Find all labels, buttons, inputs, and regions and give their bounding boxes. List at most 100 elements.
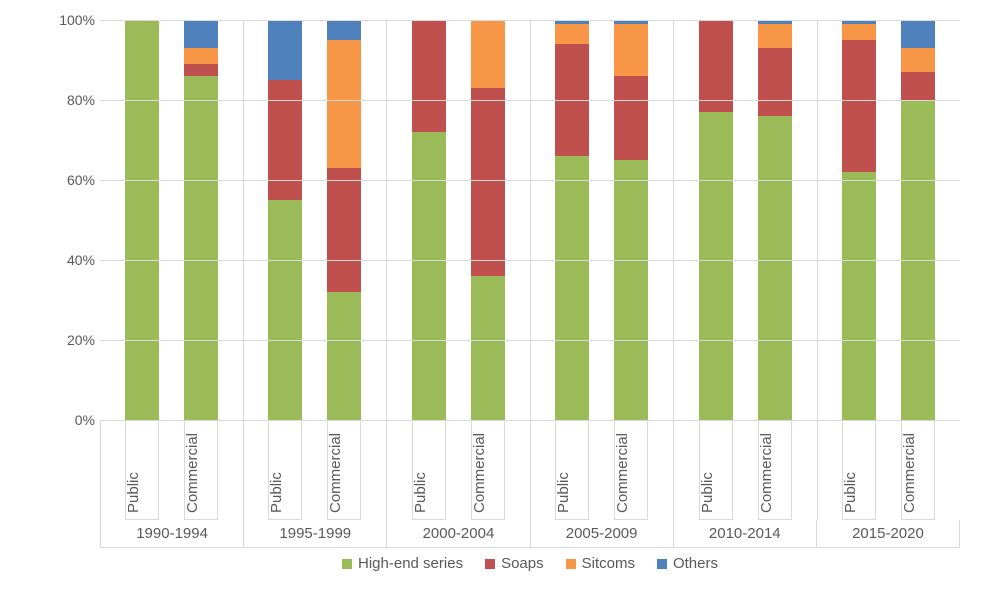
y-tick-label: 40% bbox=[55, 252, 95, 268]
period-label: 2005-2009 bbox=[531, 520, 674, 548]
bar-segment-high_end bbox=[471, 276, 505, 420]
sub-label-slot: Public bbox=[268, 420, 302, 520]
bar-segment-sitcoms bbox=[327, 40, 361, 168]
bar bbox=[842, 20, 876, 420]
sub-label-slot: Commercial bbox=[184, 420, 218, 520]
legend-label: Soaps bbox=[501, 555, 544, 572]
period-label: 1995-1999 bbox=[244, 520, 387, 548]
gridline bbox=[100, 260, 960, 261]
legend-label: Others bbox=[673, 555, 718, 572]
period-axis: 1990-19941995-19992000-20042005-20092010… bbox=[100, 520, 960, 548]
sub-label-slot: Public bbox=[125, 420, 159, 520]
legend-swatch bbox=[657, 559, 667, 569]
bar bbox=[555, 20, 589, 420]
legend-swatch bbox=[342, 559, 352, 569]
legend-item: Soaps bbox=[485, 555, 544, 572]
sub-label-slot: Commercial bbox=[758, 420, 792, 520]
y-tick-label: 0% bbox=[55, 412, 95, 428]
period-label: 1990-1994 bbox=[100, 520, 244, 548]
sub-label-slot: Commercial bbox=[327, 420, 361, 520]
bar bbox=[184, 20, 218, 420]
sub-axis-group: Public Commercial bbox=[244, 420, 388, 520]
bar bbox=[125, 20, 159, 420]
bar-segment-sitcoms bbox=[901, 48, 935, 72]
bar-segment-high_end bbox=[268, 200, 302, 420]
sub-category-label: Public bbox=[555, 472, 572, 513]
sub-label-slot: Commercial bbox=[901, 420, 935, 520]
sub-category-label: Commercial bbox=[758, 433, 775, 513]
bar-segment-high_end bbox=[614, 160, 648, 420]
sub-label-slot: Public bbox=[842, 420, 876, 520]
bar-segment-soaps bbox=[184, 64, 218, 76]
legend-label: Sitcoms bbox=[582, 555, 635, 572]
bar-group bbox=[818, 20, 961, 420]
sub-category-label: Public bbox=[268, 472, 285, 513]
sub-label-slot: Commercial bbox=[471, 420, 505, 520]
legend-item: High-end series bbox=[342, 555, 463, 572]
gridline bbox=[100, 340, 960, 341]
bar-group bbox=[100, 20, 244, 420]
bar-segment-high_end bbox=[184, 76, 218, 420]
bar-group bbox=[244, 20, 388, 420]
sub-label-slot: Public bbox=[699, 420, 733, 520]
bar-segment-soaps bbox=[412, 20, 446, 132]
sub-category-axis: Public Commercial Public Commercial Public Co… bbox=[100, 420, 960, 520]
bar bbox=[268, 20, 302, 420]
period-label: 2015-2020 bbox=[817, 520, 960, 548]
sub-axis-group: Public Commercial bbox=[531, 420, 675, 520]
bar bbox=[412, 20, 446, 420]
bar-segment-soaps bbox=[842, 40, 876, 172]
sub-axis-group: Public Commercial bbox=[674, 420, 818, 520]
bar-segment-high_end bbox=[412, 132, 446, 420]
bar bbox=[699, 20, 733, 420]
sub-axis-group: Public Commercial bbox=[387, 420, 531, 520]
bar-segment-sitcoms bbox=[471, 20, 505, 88]
bar-segment-sitcoms bbox=[184, 48, 218, 64]
bar-segment-high_end bbox=[699, 112, 733, 420]
bar-segment-soaps bbox=[699, 20, 733, 112]
sub-label-slot: Commercial bbox=[614, 420, 648, 520]
plot-area: 0%20%40%60%80%100% bbox=[100, 20, 960, 421]
sub-category-label: Commercial bbox=[901, 433, 918, 513]
sub-category-label: Commercial bbox=[614, 433, 631, 513]
bar-segment-others bbox=[327, 20, 361, 40]
y-tick-label: 20% bbox=[55, 332, 95, 348]
bar-segment-soaps bbox=[268, 80, 302, 200]
period-label: 2010-2014 bbox=[674, 520, 817, 548]
bar-segment-soaps bbox=[614, 76, 648, 160]
sub-label-slot: Public bbox=[412, 420, 446, 520]
bar bbox=[901, 20, 935, 420]
bar-group bbox=[387, 20, 531, 420]
y-tick-label: 100% bbox=[55, 12, 95, 28]
legend: High-end series Soaps Sitcoms Others bbox=[100, 555, 960, 572]
bar-segment-high_end bbox=[327, 292, 361, 420]
legend-label: High-end series bbox=[358, 555, 463, 572]
sub-axis-group: Public Commercial bbox=[818, 420, 961, 520]
bar bbox=[471, 20, 505, 420]
sub-category-label: Public bbox=[699, 472, 716, 513]
bar bbox=[758, 20, 792, 420]
gridline bbox=[100, 180, 960, 181]
bar-segment-sitcoms bbox=[614, 24, 648, 76]
bar-segment-others bbox=[268, 20, 302, 80]
legend-swatch bbox=[485, 559, 495, 569]
bar-segment-high_end bbox=[555, 156, 589, 420]
bar-group bbox=[674, 20, 818, 420]
legend-item: Sitcoms bbox=[566, 555, 635, 572]
sub-category-label: Commercial bbox=[471, 433, 488, 513]
bar-segment-soaps bbox=[758, 48, 792, 116]
bar bbox=[327, 20, 361, 420]
sub-category-label: Public bbox=[125, 472, 142, 513]
bar-segment-sitcoms bbox=[555, 24, 589, 44]
stacked-bar-chart: 0%20%40%60%80%100% PublicCommercialPubli… bbox=[60, 20, 960, 580]
bar-segment-others bbox=[901, 20, 935, 48]
sub-category-label: Commercial bbox=[184, 433, 201, 513]
legend-item: Others bbox=[657, 555, 718, 572]
bar-groups bbox=[100, 20, 960, 420]
bar-segment-soaps bbox=[327, 168, 361, 292]
bar-segment-high_end bbox=[842, 172, 876, 420]
legend-swatch bbox=[566, 559, 576, 569]
gridline bbox=[100, 100, 960, 101]
bar bbox=[614, 20, 648, 420]
y-tick-label: 80% bbox=[55, 92, 95, 108]
